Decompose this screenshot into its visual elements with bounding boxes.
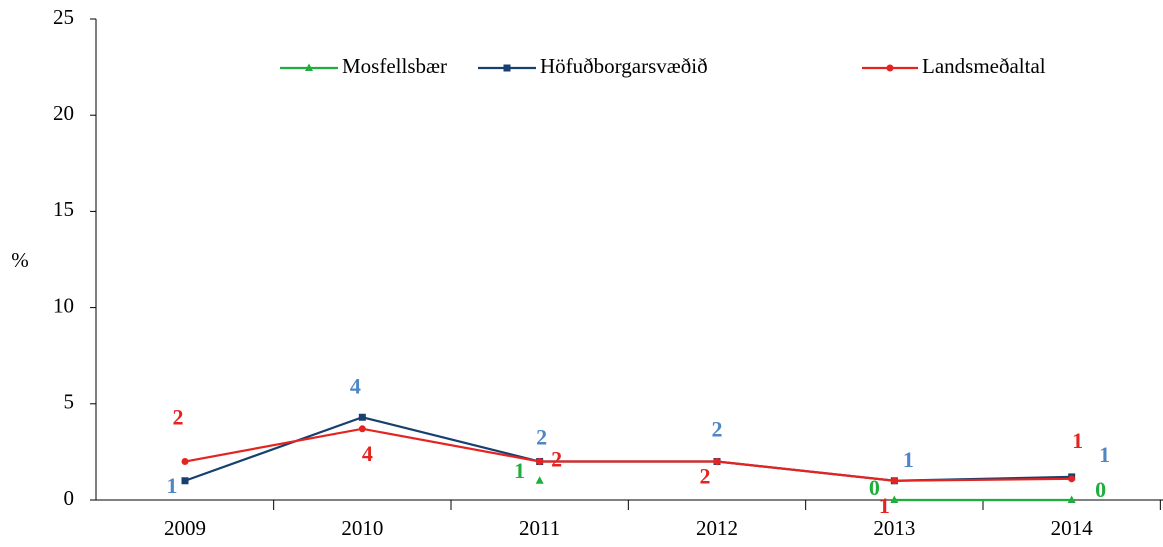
data-label: 0 xyxy=(1095,477,1106,502)
y-axis-label: % xyxy=(11,248,29,272)
data-label: 1 xyxy=(1099,442,1110,467)
data-label: 4 xyxy=(362,441,373,466)
y-tick-label: 10 xyxy=(53,293,74,317)
legend-marker xyxy=(503,64,511,72)
x-tick-label: 2014 xyxy=(1051,516,1094,540)
legend-label: Mosfellsbær xyxy=(342,54,447,78)
x-tick-label: 2013 xyxy=(873,516,915,540)
y-tick-label: 5 xyxy=(64,390,75,414)
x-tick-label: 2011 xyxy=(519,516,560,540)
data-point xyxy=(536,458,544,466)
y-tick-label: 0 xyxy=(64,486,75,510)
x-tick-label: 2010 xyxy=(341,516,383,540)
data-label: 2 xyxy=(712,417,723,442)
data-point xyxy=(713,458,721,466)
data-label: 0 xyxy=(869,475,880,500)
data-point xyxy=(890,495,899,503)
data-label: 1 xyxy=(1072,428,1083,453)
data-label: 1 xyxy=(167,473,178,498)
data-label: 4 xyxy=(350,373,361,398)
data-point xyxy=(358,425,366,433)
data-label: 2 xyxy=(551,447,562,472)
data-label: 2 xyxy=(700,464,711,489)
y-tick-label: 25 xyxy=(53,5,74,29)
data-point xyxy=(181,477,189,485)
data-label: 2 xyxy=(536,425,547,450)
data-point xyxy=(1067,495,1076,503)
legend-label: Landsmeðaltal xyxy=(922,54,1046,78)
data-label: 1 xyxy=(903,447,914,472)
data-point xyxy=(1068,475,1076,483)
data-point xyxy=(535,476,544,484)
data-label: 1 xyxy=(514,458,525,483)
x-tick-label: 2012 xyxy=(696,516,738,540)
series-line xyxy=(184,427,1072,482)
y-tick-label: 20 xyxy=(53,101,74,125)
data-label: 2 xyxy=(173,405,184,430)
data-label: 1 xyxy=(879,493,890,518)
legend-label: Höfuðborgarsvæðið xyxy=(540,54,708,78)
data-point xyxy=(890,477,898,485)
data-point xyxy=(358,413,366,421)
data-point xyxy=(181,458,189,466)
legend-marker xyxy=(886,64,894,72)
y-tick-label: 15 xyxy=(53,197,74,221)
series-line xyxy=(184,416,1072,482)
x-tick-label: 2009 xyxy=(164,516,206,540)
legend-marker xyxy=(305,63,313,71)
